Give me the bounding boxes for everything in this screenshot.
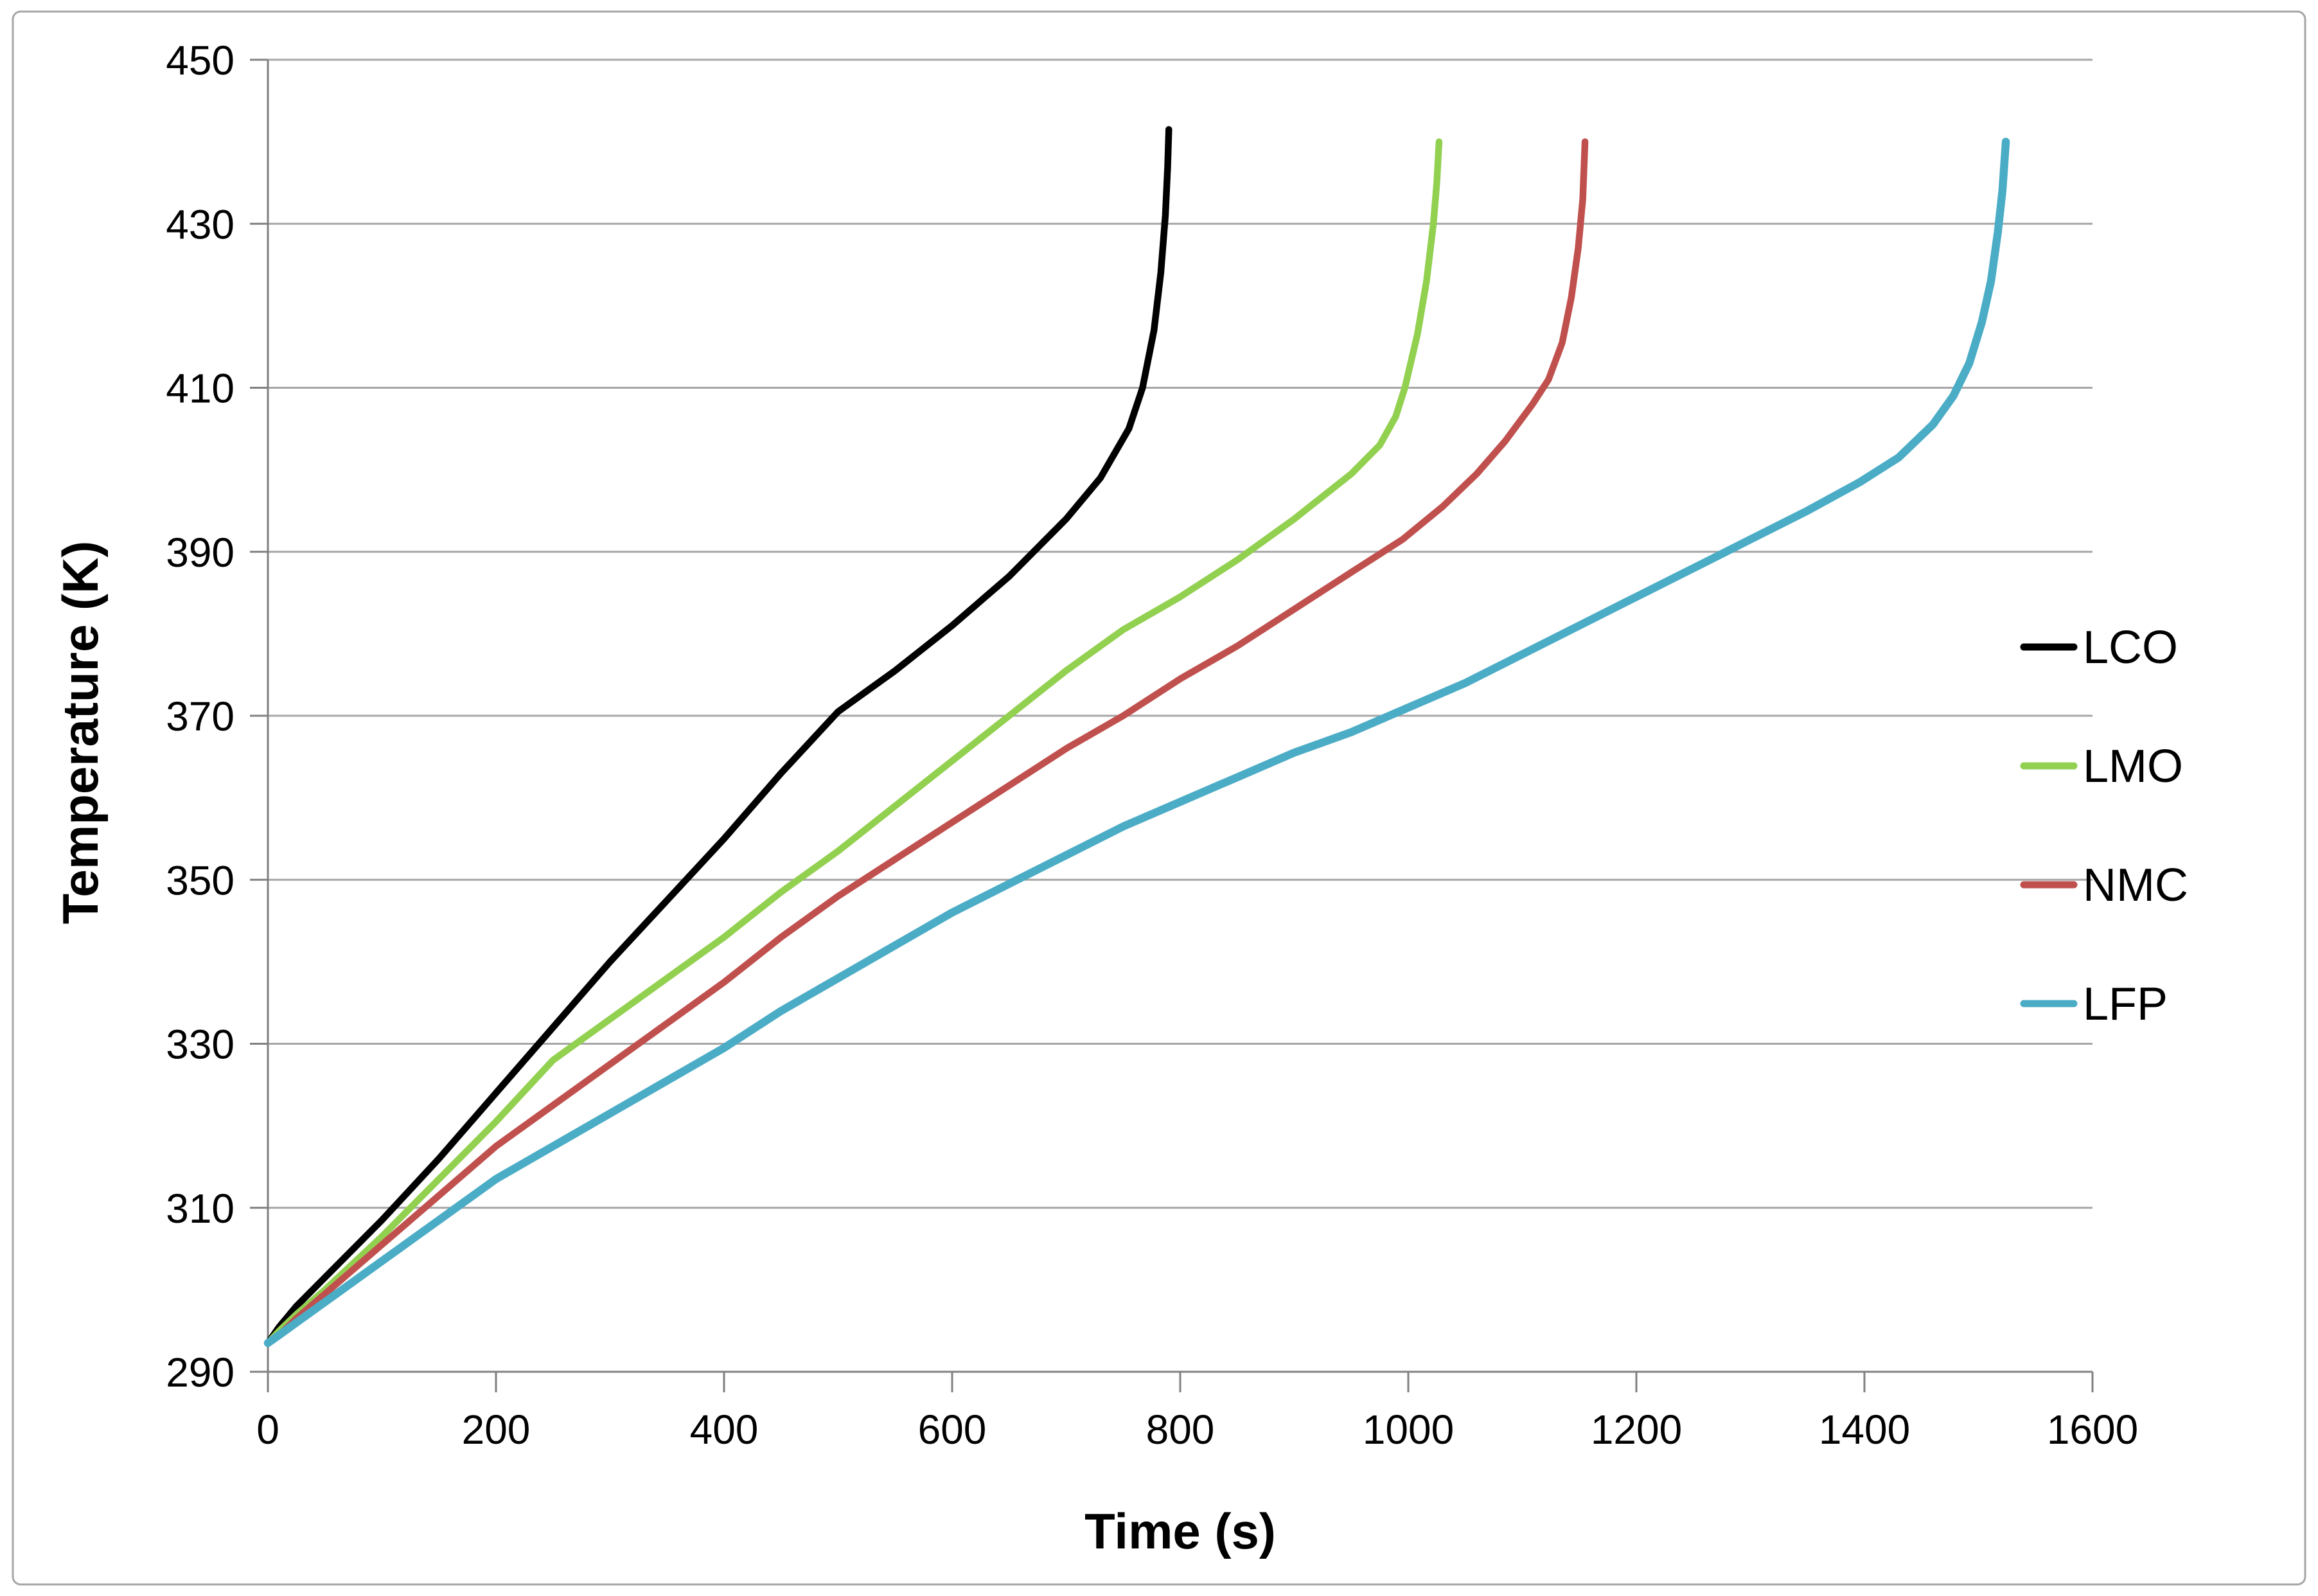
legend-label-LMO: LMO [2083, 741, 2183, 792]
y-tick-label-450: 450 [166, 37, 234, 84]
y-tick-label-430: 430 [166, 201, 234, 247]
series-line-LFP [263, 137, 2010, 1347]
x-tick-label-600: 600 [918, 1406, 987, 1453]
x-axis-title: Time (s) [1084, 1503, 1276, 1559]
tick-marks-group [250, 58, 2094, 1392]
x-tick-label-1000: 1000 [1363, 1406, 1454, 1453]
x-tick-label-1600: 1600 [2047, 1406, 2138, 1453]
y-tick-label-330: 330 [166, 1022, 234, 1068]
x-tick-label-1200: 1200 [1591, 1406, 1682, 1453]
legend-label-LCO: LCO [2083, 622, 2178, 673]
y-axis-title: Temperature (K) [52, 541, 109, 925]
legend-label-LFP: LFP [2083, 979, 2168, 1030]
chart-border [12, 10, 2306, 1586]
legend-item-LCO: LCO [2020, 622, 2178, 673]
legend-label-NMC: NMC [2083, 860, 2188, 911]
x-tick-label-0: 0 [256, 1406, 279, 1453]
tick-labels-group: 0 200 400 600 800 1000 1200 1400 1600 290 310 330 35… [166, 37, 2138, 1453]
series-line-LMO [264, 138, 1443, 1347]
y-tick-label-370: 370 [166, 693, 234, 740]
x-tick-label-400: 400 [690, 1406, 759, 1453]
x-tick-label-800: 800 [1146, 1406, 1215, 1453]
x-tick-label-200: 200 [462, 1406, 531, 1453]
y-tick-label-310: 310 [166, 1185, 234, 1232]
y-tick-label-410: 410 [166, 366, 234, 412]
series-line-NMC [264, 138, 1589, 1347]
legend-item-NMC: NMC [2020, 860, 2188, 911]
legend-item-LMO: LMO [2020, 741, 2183, 792]
gridlines-group [268, 58, 2092, 1373]
legend-group: LCO LMO NMC LFP [2020, 622, 2188, 1030]
y-tick-label-290: 290 [166, 1349, 234, 1396]
legend-item-LFP: LFP [2020, 979, 2168, 1030]
series-line-LCO [264, 126, 1172, 1347]
x-tick-label-1400: 1400 [1819, 1406, 1910, 1453]
series-group [263, 126, 2010, 1347]
y-tick-label-390: 390 [166, 529, 234, 576]
y-tick-label-350: 350 [166, 857, 234, 903]
